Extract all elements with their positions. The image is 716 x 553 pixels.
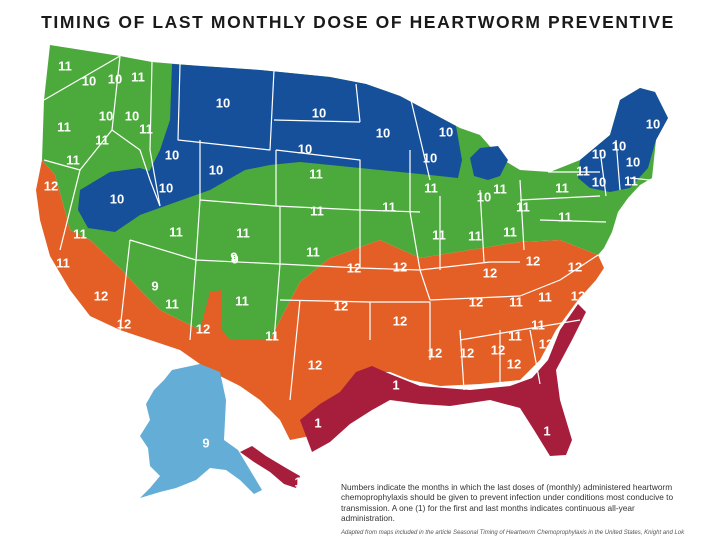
label-ma2: 10 xyxy=(592,174,606,189)
zone-1 xyxy=(300,304,586,456)
label-va: 12 xyxy=(568,259,582,274)
label-ak: 9 xyxy=(202,435,209,450)
label-ut: 11 xyxy=(169,224,183,239)
label-az-n: 9 xyxy=(151,278,158,293)
label-nh: 10 xyxy=(612,138,626,153)
zone-10-new-england xyxy=(578,88,668,192)
label-oh2: 11 xyxy=(516,199,530,214)
label-ma: 10 xyxy=(626,154,640,169)
label-vt: 10 xyxy=(592,146,606,161)
label-ky: 12 xyxy=(483,265,497,280)
label-ks: 11 xyxy=(306,244,320,259)
zone-labels: 11 10 10 11 11 10 10 11 11 10 10 10 10 1… xyxy=(44,58,660,489)
label-sc: 11 xyxy=(508,328,522,343)
zone-12 xyxy=(36,160,604,440)
label-wa-w: 11 xyxy=(58,58,72,73)
explanatory-note: Numbers indicate the months in which the… xyxy=(341,482,674,524)
label-mo: 12 xyxy=(393,259,407,274)
label-wa-e3: 11 xyxy=(131,69,145,84)
label-wa-e1: 10 xyxy=(82,73,96,88)
label-ok-e: 12 xyxy=(393,313,407,328)
label-nm-w: 12 xyxy=(196,321,210,336)
label-ca-n: 12 xyxy=(44,178,58,193)
label-nv: 11 xyxy=(66,152,80,167)
label-ne: 11 xyxy=(310,203,324,218)
label-me: 10 xyxy=(646,116,660,131)
label-tx-s: 12 xyxy=(491,342,505,357)
label-mi-u: 10 xyxy=(439,124,453,139)
label-tx-n: 12 xyxy=(308,357,322,372)
state-borders xyxy=(43,55,651,401)
label-wi: 10 xyxy=(423,150,437,165)
label-hi: 1 xyxy=(294,474,301,489)
label-az-m: 11 xyxy=(165,296,179,311)
label-ar: 12 xyxy=(428,345,442,360)
label-co-w: 11 xyxy=(236,225,250,240)
label-ga: 12 xyxy=(539,336,553,351)
label-mt: 10 xyxy=(216,95,230,110)
label-il: 11 xyxy=(432,227,446,242)
label-nv-n: 10 xyxy=(159,180,173,195)
label-ia2: 11 xyxy=(424,180,438,195)
zone-9-alaska xyxy=(140,364,262,498)
label-sc2: 11 xyxy=(531,317,545,332)
map-title: TIMING OF LAST MONTHLY DOSE OF HEARTWORM… xyxy=(41,12,675,32)
label-nc: 11 xyxy=(538,289,552,304)
label-fl: 1 xyxy=(543,423,550,438)
label-oh: 11 xyxy=(503,224,517,239)
label-or-e: 10 xyxy=(125,108,139,123)
label-mi-l1: 10 xyxy=(477,189,491,204)
label-ny-n: 11 xyxy=(555,180,569,195)
label-or-s: 11 xyxy=(95,132,109,147)
label-la: 1 xyxy=(392,377,399,392)
label-az-s: 12 xyxy=(117,316,131,331)
label-ia: 11 xyxy=(382,199,396,214)
label-ca-m: 11 xyxy=(73,226,87,241)
label-or-w: 11 xyxy=(57,119,71,134)
label-nc-e: 12 xyxy=(571,288,585,303)
label-va-s: 11 xyxy=(509,294,523,309)
label-mi-l2: 11 xyxy=(493,181,507,196)
label-al: 12 xyxy=(507,356,521,371)
label-ma3: 11 xyxy=(576,163,590,178)
zone-1-hawaii xyxy=(240,446,300,488)
label-id: 11 xyxy=(139,121,153,136)
label-sd-s: 11 xyxy=(309,166,323,181)
label-nm-se: 11 xyxy=(265,328,279,343)
zone-10-north xyxy=(140,64,462,210)
label-ca-ss: 12 xyxy=(94,288,108,303)
label-in: 11 xyxy=(468,228,482,243)
label-wy: 10 xyxy=(209,162,223,177)
label-ny-s: 11 xyxy=(624,173,638,188)
zone-10-great-basin xyxy=(78,168,165,232)
label-wa-e2: 10 xyxy=(108,71,122,86)
label-sd: 10 xyxy=(298,141,312,156)
zone-10-michigan xyxy=(470,146,508,180)
label-co-e: 9 xyxy=(230,249,237,264)
label-or-m: 10 xyxy=(99,108,113,123)
label-id-s: 10 xyxy=(165,147,179,162)
label-ms: 12 xyxy=(460,345,474,360)
label-ks-e: 12 xyxy=(347,260,361,275)
source-credit: Adapted from maps included in the articl… xyxy=(341,530,685,536)
label-ut-s: 9 xyxy=(231,251,238,266)
label-tn: 12 xyxy=(469,294,483,309)
label-mn: 10 xyxy=(376,125,390,140)
label-nd: 10 xyxy=(312,105,326,120)
label-ca-s: 11 xyxy=(56,255,70,270)
label-pa: 11 xyxy=(558,209,572,224)
label-nv-m: 10 xyxy=(110,191,124,206)
label-nm-e: 11 xyxy=(235,293,249,308)
label-ok-w: 12 xyxy=(334,298,348,313)
label-tx-c: 1 xyxy=(314,415,321,430)
label-wv: 12 xyxy=(526,253,540,268)
